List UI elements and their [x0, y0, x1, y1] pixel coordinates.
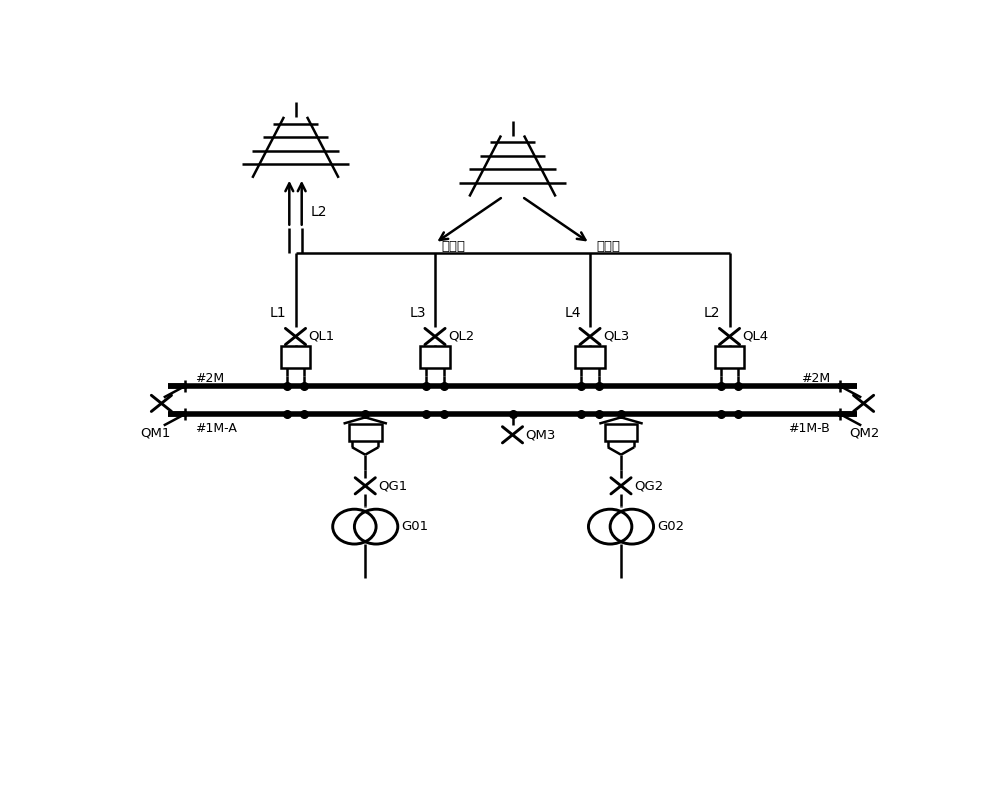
Text: QL1: QL1	[309, 330, 335, 343]
Text: L3: L3	[409, 306, 426, 320]
Text: QM3: QM3	[525, 428, 555, 441]
Text: G01: G01	[402, 520, 429, 533]
Bar	[281, 346, 310, 368]
Bar	[349, 423, 382, 441]
Text: #2M: #2M	[195, 372, 224, 385]
Text: #1M-B: #1M-B	[788, 422, 830, 435]
Text: 交跳点: 交跳点	[596, 240, 620, 253]
Bar	[420, 346, 450, 368]
Bar	[605, 423, 637, 441]
Text: QL4: QL4	[743, 330, 769, 343]
Bar	[715, 346, 744, 368]
Text: QM2: QM2	[850, 427, 880, 440]
Bar	[575, 346, 605, 368]
Text: #2M: #2M	[801, 372, 830, 385]
Text: QG2: QG2	[634, 479, 663, 492]
Text: L4: L4	[564, 306, 581, 320]
Text: QM1: QM1	[140, 427, 171, 440]
Text: 交跳点: 交跳点	[441, 240, 465, 253]
Text: QL3: QL3	[603, 330, 629, 343]
Text: QG1: QG1	[378, 479, 408, 492]
Text: #1M-A: #1M-A	[195, 422, 237, 435]
Text: L2: L2	[311, 205, 328, 219]
Text: G02: G02	[657, 520, 685, 533]
Text: L1: L1	[270, 306, 286, 320]
Text: QL2: QL2	[448, 330, 474, 343]
Text: L2: L2	[704, 306, 720, 320]
